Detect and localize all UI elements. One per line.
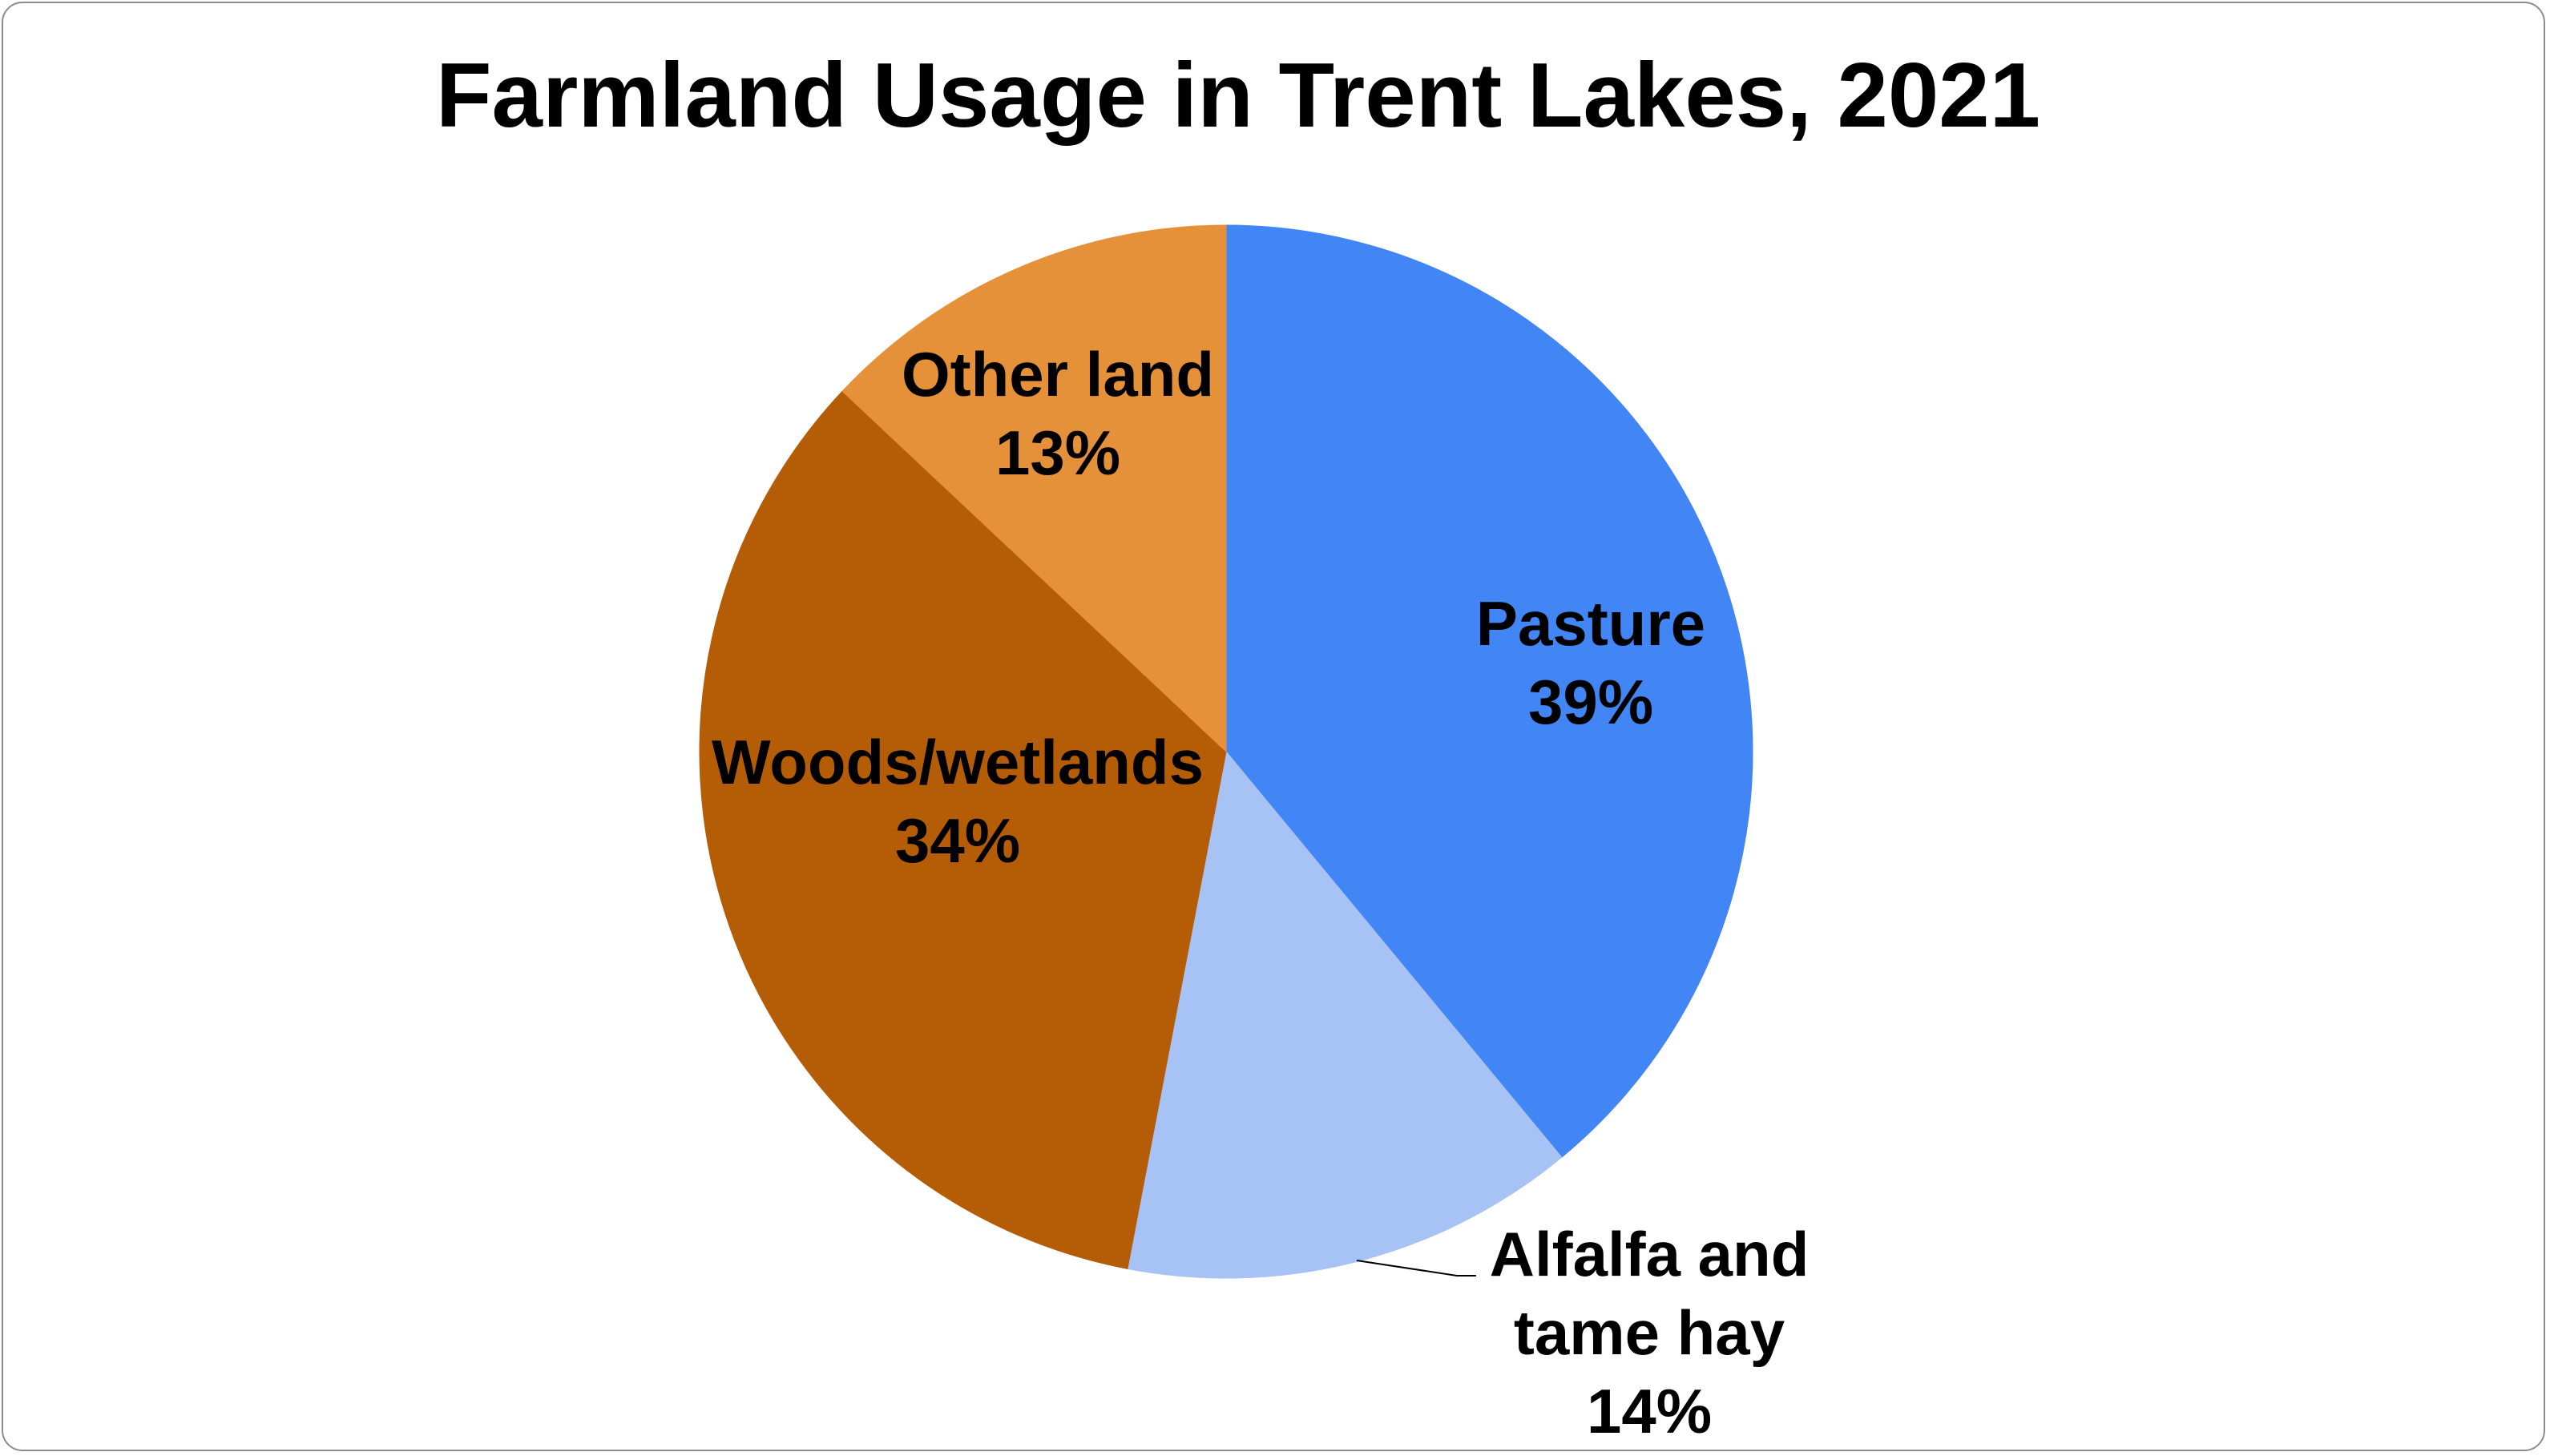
data-label-category: Woods/wetlands bbox=[712, 727, 1204, 797]
data-label-alfalfa-and-tame-hay: Alfalfa and tame hay 14% bbox=[1490, 1219, 1810, 1446]
pie-slice-other-land bbox=[841, 224, 1227, 753]
data-label-pasture: Pasture 39% bbox=[1476, 588, 1705, 737]
data-label-category: Alfalfa and bbox=[1490, 1219, 1810, 1289]
pie-slices bbox=[699, 224, 1753, 1279]
pie-slice-alfalfa-and-tame-hay bbox=[1127, 750, 1563, 1279]
data-label-value: 13% bbox=[995, 417, 1120, 488]
data-labels: Pasture 39% Alfalfa and tame hay 14% Woods/we… bbox=[712, 339, 1809, 1446]
pie-slice-pasture bbox=[1225, 224, 1753, 1158]
leader-line-alfalfa-and-tame-hay bbox=[1356, 1260, 1476, 1277]
pie-slice-woods-wetlands bbox=[699, 390, 1227, 1269]
data-label-category: Other land bbox=[902, 339, 1214, 409]
data-label-value: 39% bbox=[1528, 667, 1653, 737]
data-label-other-land: Other land 13% bbox=[902, 339, 1214, 488]
leader-lines bbox=[1356, 1260, 1476, 1277]
data-label-value: 14% bbox=[1587, 1376, 1712, 1446]
chart-title: Farmland Usage in Trent Lakes, 2021 bbox=[436, 45, 2040, 147]
data-label-value: 34% bbox=[895, 805, 1020, 876]
data-label-category: tame hay bbox=[1514, 1297, 1785, 1368]
data-label-category: Pasture bbox=[1476, 588, 1705, 659]
data-label-woods-wetlands: Woods/wetlands 34% bbox=[712, 727, 1204, 876]
